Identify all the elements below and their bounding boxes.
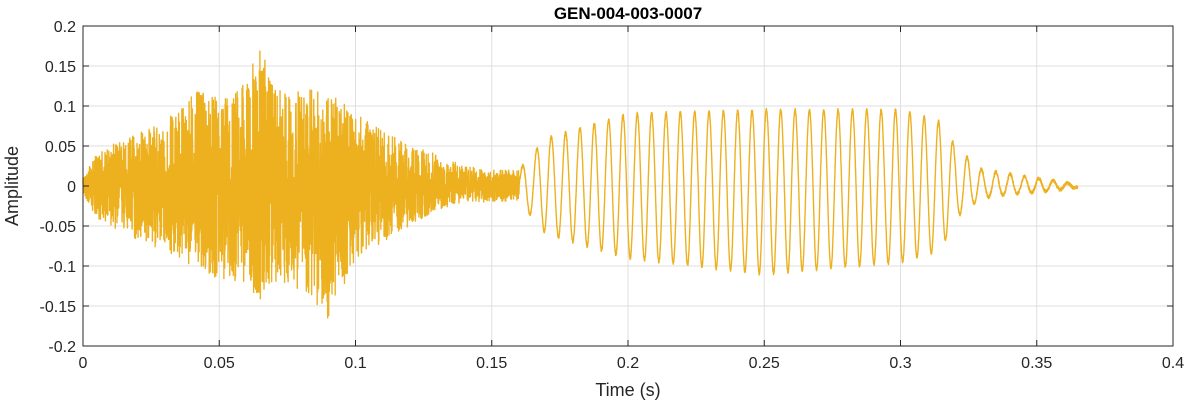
x-axis-label: Time (s) xyxy=(595,380,660,400)
x-tick-labels: 0 0.05 0.1 0.15 0.2 0.25 0.3 0.35 0.4 xyxy=(79,355,1185,372)
x-tick-label: 0.3 xyxy=(889,355,911,372)
y-tick-label: 0.2 xyxy=(54,19,76,36)
x-tick-label: 0.2 xyxy=(617,355,639,372)
y-tick-label: 0.15 xyxy=(45,59,76,76)
x-tick-label: 0.1 xyxy=(344,355,366,372)
chart-title: GEN-004-003-0007 xyxy=(554,4,702,23)
y-tick-label: 0.1 xyxy=(54,99,76,116)
x-tick-label: 0.25 xyxy=(749,355,780,372)
y-tick-label: -0.2 xyxy=(48,339,76,356)
y-tick-label: 0 xyxy=(67,179,76,196)
x-tick-label: 0.35 xyxy=(1021,355,1052,372)
series-layer xyxy=(82,50,1079,319)
x-tick-label: 0.15 xyxy=(476,355,507,372)
y-tick-label: -0.05 xyxy=(40,219,77,236)
x-tick-label: 0.4 xyxy=(1162,355,1184,372)
y-tick-label: -0.15 xyxy=(40,299,77,316)
y-axis-label: Amplitude xyxy=(2,146,22,226)
x-tick-label: 0.05 xyxy=(204,355,235,372)
x-tick-label: 0 xyxy=(79,355,88,372)
waveform-series-line xyxy=(82,50,1079,319)
y-tick-label: 0.05 xyxy=(45,139,76,156)
ticks xyxy=(82,25,1174,347)
y-tick-labels: -0.2 -0.15 -0.1 -0.05 0 0.05 0.1 0.15 0.2 xyxy=(40,19,77,356)
y-tick-label: -0.1 xyxy=(48,259,76,276)
